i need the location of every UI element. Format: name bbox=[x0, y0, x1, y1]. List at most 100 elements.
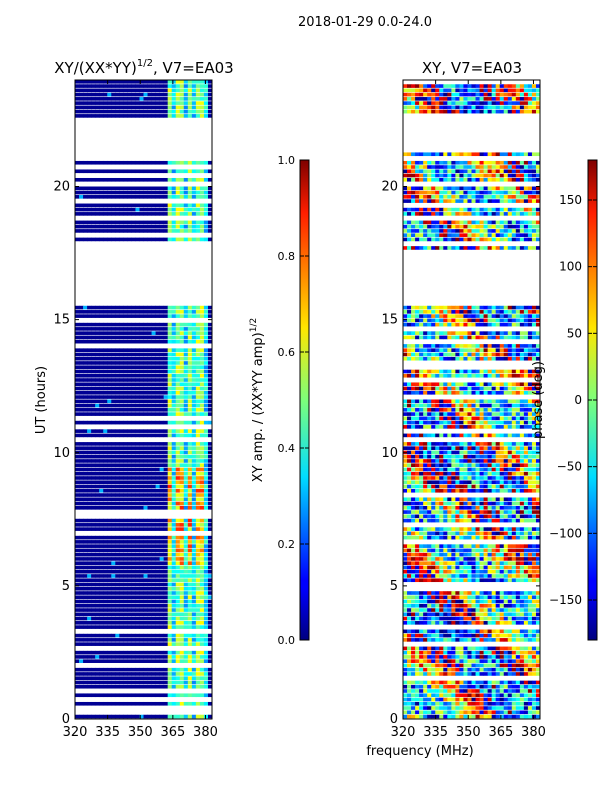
heatmap-cell bbox=[427, 195, 432, 199]
heatmap-cell bbox=[179, 105, 185, 110]
heatmap-cell bbox=[483, 109, 489, 114]
heatmap-cell bbox=[119, 569, 124, 574]
heatmap-cell bbox=[127, 224, 132, 229]
heatmap-cell bbox=[519, 318, 525, 323]
heatmap-cell bbox=[471, 322, 476, 327]
heatmap-cell bbox=[123, 701, 128, 706]
heatmap-cell bbox=[143, 352, 148, 357]
heatmap-cell bbox=[475, 190, 480, 195]
heatmap-cell bbox=[87, 177, 92, 182]
heatmap-cell bbox=[183, 714, 189, 719]
heatmap-cell bbox=[99, 625, 104, 629]
heatmap-cell bbox=[519, 335, 525, 340]
heatmap-cell bbox=[75, 390, 80, 395]
heatmap-cell bbox=[111, 672, 116, 676]
heatmap-cell bbox=[463, 314, 468, 318]
heatmap-cell bbox=[439, 237, 444, 242]
heatmap-cell bbox=[523, 88, 529, 93]
heatmap-cell bbox=[127, 693, 132, 698]
heatmap-cell bbox=[119, 625, 124, 629]
heatmap-cell bbox=[463, 109, 468, 114]
heatmap-cell bbox=[139, 535, 144, 540]
heatmap-cell bbox=[167, 642, 173, 646]
heatmap-cell bbox=[415, 246, 420, 250]
heatmap-cell bbox=[143, 565, 148, 570]
heatmap-cell bbox=[487, 199, 493, 203]
heatmap-cell bbox=[107, 578, 112, 583]
heatmap-cell bbox=[103, 327, 108, 331]
heatmap-cell bbox=[419, 101, 424, 105]
heatmap-cell bbox=[439, 152, 444, 157]
heatmap-cell bbox=[419, 84, 424, 88]
heatmap-cell bbox=[467, 335, 472, 340]
heatmap-cell bbox=[439, 373, 444, 378]
heatmap-cell bbox=[199, 484, 205, 489]
heatmap-cell bbox=[167, 557, 173, 561]
heatmap-cell bbox=[143, 101, 148, 105]
heatmap-cell bbox=[155, 561, 161, 565]
heatmap-cell bbox=[91, 714, 96, 719]
heatmap-cell bbox=[147, 177, 152, 182]
heatmap-cell bbox=[207, 237, 213, 242]
heatmap-cell bbox=[419, 331, 424, 335]
heatmap-cell bbox=[111, 493, 116, 497]
heatmap-cell bbox=[207, 535, 213, 540]
heatmap-cell bbox=[143, 322, 148, 327]
heatmap-cell bbox=[451, 352, 456, 357]
heatmap-cell bbox=[527, 212, 533, 216]
heatmap-cell bbox=[91, 565, 96, 570]
heatmap-cell bbox=[115, 557, 120, 561]
heatmap-cell bbox=[475, 92, 480, 97]
heatmap-cell bbox=[175, 548, 181, 553]
heatmap-cell bbox=[471, 310, 476, 314]
heatmap-cell bbox=[199, 224, 205, 229]
heatmap-cell bbox=[167, 480, 173, 485]
heatmap-cell bbox=[535, 246, 541, 250]
heatmap-cell bbox=[443, 101, 448, 105]
heatmap-cell bbox=[203, 467, 209, 472]
heatmap-cell bbox=[199, 314, 205, 318]
heatmap-cell bbox=[507, 382, 513, 387]
heatmap-cell bbox=[199, 88, 205, 93]
heatmap-cell bbox=[199, 569, 205, 574]
heatmap-cell bbox=[207, 548, 213, 553]
heatmap-cell bbox=[411, 186, 416, 191]
heatmap-cell bbox=[507, 386, 513, 391]
heatmap-cell bbox=[103, 322, 108, 327]
heatmap-cell bbox=[467, 318, 472, 323]
heatmap-cell bbox=[163, 501, 169, 506]
heatmap-cell bbox=[103, 591, 108, 595]
heatmap-cell bbox=[83, 220, 88, 225]
heatmap-cell bbox=[175, 463, 181, 468]
heatmap-cell bbox=[463, 237, 468, 242]
heatmap-cell bbox=[159, 412, 165, 416]
heatmap-cell bbox=[435, 344, 440, 348]
heatmap-cell bbox=[75, 463, 80, 468]
heatmap-cell bbox=[179, 463, 185, 468]
heatmap-cell bbox=[163, 459, 169, 463]
heatmap-cell bbox=[135, 114, 140, 118]
heatmap-cell bbox=[479, 390, 484, 395]
heatmap-cell bbox=[159, 591, 165, 595]
heatmap-cell bbox=[495, 314, 501, 318]
heatmap-cell bbox=[515, 109, 521, 114]
heatmap-cell bbox=[439, 212, 444, 216]
heatmap-cell bbox=[207, 488, 213, 493]
heatmap-cell bbox=[183, 578, 189, 583]
heatmap-cell bbox=[519, 84, 525, 88]
heatmap-cell bbox=[407, 169, 412, 174]
heatmap-cell bbox=[191, 527, 197, 531]
heatmap-cell bbox=[535, 335, 541, 340]
heatmap-cell bbox=[207, 633, 213, 638]
heatmap-cell bbox=[75, 612, 80, 617]
heatmap-cell bbox=[435, 305, 440, 310]
heatmap-cell bbox=[123, 310, 128, 314]
heatmap-cell bbox=[191, 476, 197, 480]
heatmap-cell bbox=[155, 582, 161, 587]
heatmap-cell bbox=[127, 322, 132, 327]
heatmap-cell bbox=[463, 318, 468, 323]
heatmap-cell bbox=[187, 186, 193, 191]
heatmap-cell bbox=[495, 233, 501, 237]
heatmap-cell bbox=[187, 420, 193, 425]
heatmap-cell bbox=[195, 693, 201, 698]
